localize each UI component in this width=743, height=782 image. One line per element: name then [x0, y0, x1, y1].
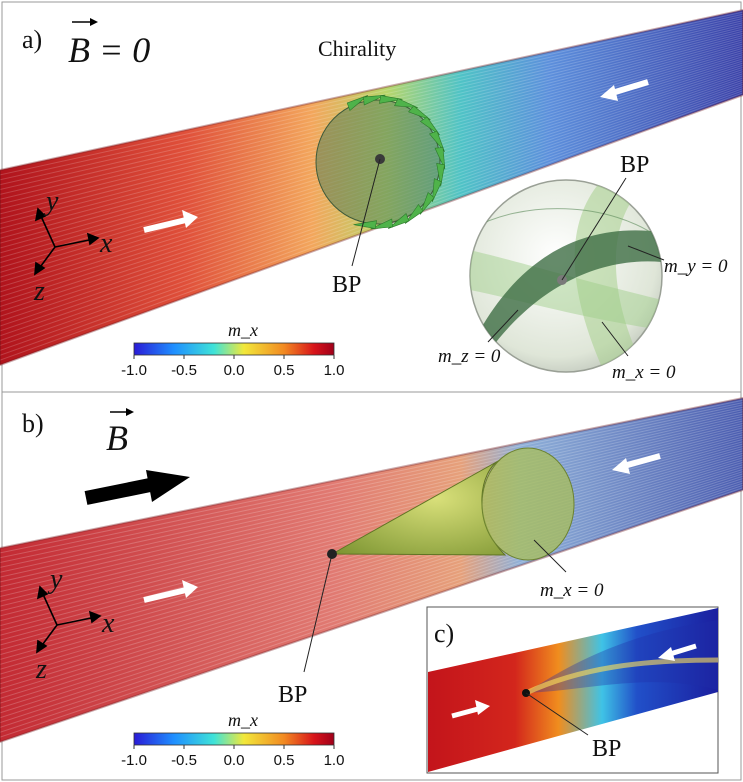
- bp-label-c: BP: [592, 736, 621, 762]
- my-label: m_y = 0: [664, 256, 728, 277]
- chirality-arrow-0: [346, 95, 369, 112]
- colorbar-title-a: m_x: [228, 320, 258, 340]
- colorbar-tick-label: 1.0: [324, 752, 345, 769]
- colorbar-tick-label: -0.5: [171, 752, 197, 769]
- field-arrow-b: [84, 470, 190, 505]
- bp-label-b: BP: [278, 682, 307, 708]
- magnetization-arrow-right-a: [143, 210, 198, 233]
- axis-z-glyph-a: z: [33, 276, 45, 307]
- mx-label-b: m_x = 0: [540, 580, 604, 601]
- colorbar-tick-label: -1.0: [121, 752, 147, 769]
- inset-sphere: [469, 177, 665, 373]
- colorbar-title-b: m_x: [228, 710, 258, 730]
- chirality-arrows: [346, 94, 446, 230]
- inset-bp-label: BP: [620, 152, 649, 178]
- panel-label-b: b): [22, 409, 44, 438]
- bloch-point-sphere-a: [315, 94, 446, 267]
- panel-a: x y z a) B = 0 Chirality BP BP: [0, 8, 743, 383]
- axis-y-glyph-a: y: [43, 186, 59, 217]
- magnetization-arrow-right-c: [451, 700, 490, 719]
- chirality-arrow-10: [419, 192, 435, 215]
- panel-label-c: c): [434, 619, 454, 648]
- chirality-arrow-3: [394, 98, 418, 109]
- colorbar-tick-label: -1.0: [121, 362, 147, 379]
- mx-leader: [601, 321, 629, 357]
- axis-x-glyph-a: x: [99, 228, 113, 259]
- panel-b: x y z b) B BP m_x = 0 m_x -1.0 -0.5 0.0 0.5…: [0, 396, 743, 769]
- colorbar-tick-label: 0.0: [224, 752, 245, 769]
- colorbar-ticks-b: -1.0 -0.5 0.0 0.5 1.0: [121, 745, 344, 769]
- chirality-arrow-9: [431, 178, 442, 202]
- colorbar-b: m_x -1.0 -0.5 0.0 0.5 1.0: [121, 710, 344, 769]
- mz-plane: [470, 250, 662, 330]
- field-label-b: B: [106, 418, 128, 458]
- chirality-arrow-11: [404, 203, 424, 224]
- chirality-label: Chirality: [318, 36, 396, 61]
- bp-leader-c: [525, 692, 589, 736]
- chirality-arrow-13: [370, 218, 393, 230]
- bp-leader-b: [303, 553, 333, 673]
- chirality-arrow-7: [434, 147, 446, 170]
- colorbar-tick-label: 1.0: [324, 362, 345, 379]
- my-plane: [480, 230, 662, 350]
- field-vector-a: [72, 18, 98, 26]
- chirality-arrow-2: [379, 95, 403, 104]
- colorbar-gradient-a: [133, 342, 335, 356]
- chirality-arrow-1: [363, 94, 386, 106]
- magnetization-arrow-left-b: [612, 453, 661, 474]
- chirality-arrow-8: [436, 163, 445, 187]
- magnetization-arrow-right-b: [143, 580, 198, 603]
- coordinate-axes-b: [36, 585, 102, 654]
- coordinate-axes-a: [34, 207, 100, 276]
- axis-x-glyph-b: x: [101, 608, 115, 639]
- chirality-arrow-14: [353, 220, 377, 229]
- domain-wall-cone: [303, 447, 575, 673]
- chirality-arrow-4: [408, 105, 431, 121]
- mx-label-a: m_x = 0: [612, 362, 676, 383]
- mz-leader: [487, 309, 519, 343]
- panel-c: c) BP: [426, 606, 719, 774]
- colorbar-ticks-a: -1.0 -0.5 0.0 0.5 1.0: [121, 355, 344, 379]
- field-vector-b: [110, 408, 134, 416]
- magnetization-arrow-left-c: [658, 643, 697, 661]
- chirality-arrow-5: [419, 116, 440, 136]
- bp-leader-a: [351, 158, 381, 267]
- colorbar-tick-label: 0.0: [224, 362, 245, 379]
- inset-bp-leader: [561, 177, 627, 281]
- colorbar-tick-label: 0.5: [274, 752, 295, 769]
- mx-plane: [574, 182, 640, 372]
- colorbar-a: m_x -1.0 -0.5 0.0 0.5 1.0: [121, 320, 344, 379]
- chirality-arrow-6: [428, 130, 445, 153]
- my-leader: [627, 245, 665, 261]
- mx-leader-b: [533, 539, 567, 573]
- field-label-a: B = 0: [68, 30, 150, 70]
- axis-z-glyph-b: z: [35, 654, 47, 685]
- colorbar-gradient-b: [133, 732, 335, 746]
- bp-label-a: BP: [332, 272, 361, 298]
- chirality-arrow-12: [387, 212, 410, 229]
- panel-label-a: a): [22, 25, 42, 54]
- magnetization-arrow-left-a: [600, 79, 649, 101]
- colorbar-tick-label: -0.5: [171, 362, 197, 379]
- axis-y-glyph-b: y: [47, 564, 63, 595]
- colorbar-tick-label: 0.5: [274, 362, 295, 379]
- mz-label: m_z = 0: [438, 346, 501, 367]
